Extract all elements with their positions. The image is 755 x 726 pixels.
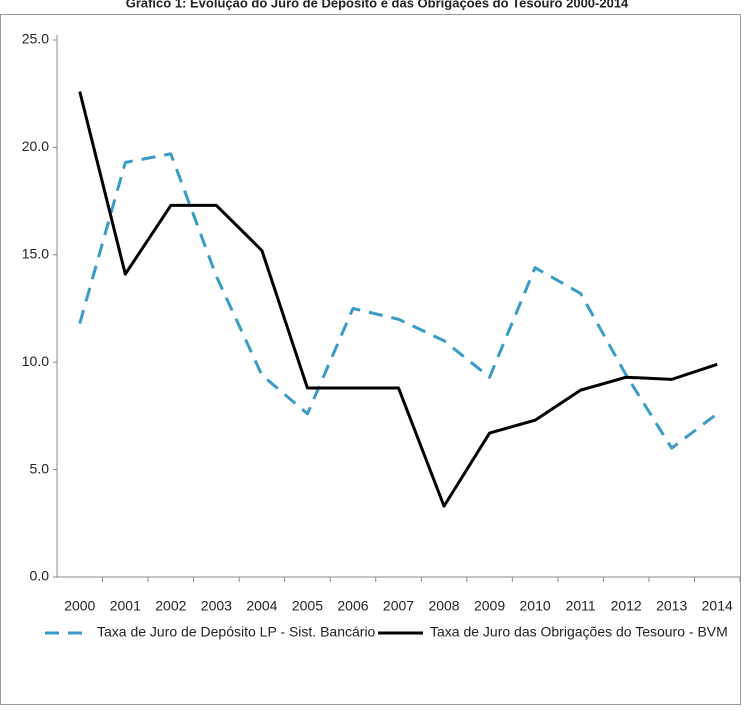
x-tick-label: 2008: [428, 598, 459, 614]
x-tick-label: 2009: [474, 598, 505, 614]
x-tick-label: 2012: [611, 598, 642, 614]
x-tick-label: 2010: [520, 598, 551, 614]
x-tick-label: 2007: [383, 598, 414, 614]
legend-label: Taxa de Juro das Obrigações do Tesouro -…: [430, 624, 728, 640]
y-tick-label: 5.0: [30, 460, 50, 476]
x-tick-label: 2001: [110, 598, 141, 614]
x-tick-label: 2003: [201, 598, 232, 614]
x-tick-label: 2011: [566, 598, 596, 614]
frame: [0, 14, 741, 705]
x-tick-label: 2002: [155, 598, 186, 614]
x-tick-label: 2014: [702, 598, 733, 614]
y-tick-label: 20.0: [22, 138, 49, 154]
y-tick-label: 0.0: [30, 568, 50, 584]
x-tick-label: 2006: [337, 598, 368, 614]
y-tick-label: 15.0: [22, 246, 49, 262]
y-tick-label: 25.0: [22, 31, 49, 47]
x-tick-label: 2005: [292, 598, 323, 614]
series-line: [78, 91, 718, 508]
x-tick-label: 2013: [656, 598, 687, 614]
legend-label: Taxa de Juro de Depósito LP - Sist. Banc…: [97, 624, 376, 640]
series-line: [78, 152, 719, 450]
x-tick-label: 2004: [246, 598, 277, 614]
y-tick-label: 10.0: [22, 353, 49, 369]
chart-title: Gráfico 1: Evolução do Juro de Depósito …: [126, 0, 629, 10]
x-tick-label: 2000: [64, 598, 95, 614]
